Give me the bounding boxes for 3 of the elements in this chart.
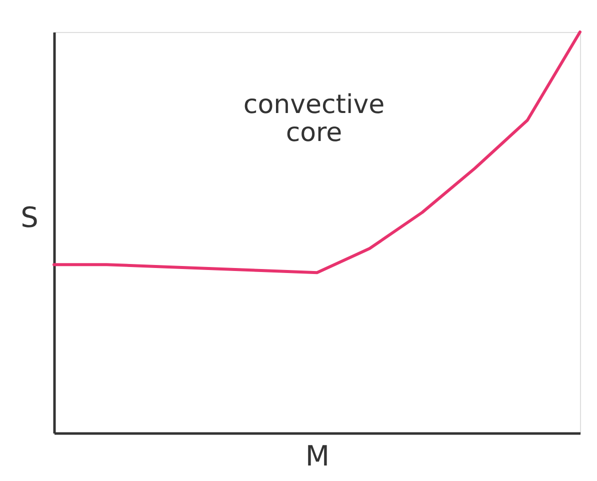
y-axis-title: S xyxy=(20,201,38,234)
x-axis-title: M xyxy=(305,440,330,472)
annotation: convective core xyxy=(243,90,385,148)
